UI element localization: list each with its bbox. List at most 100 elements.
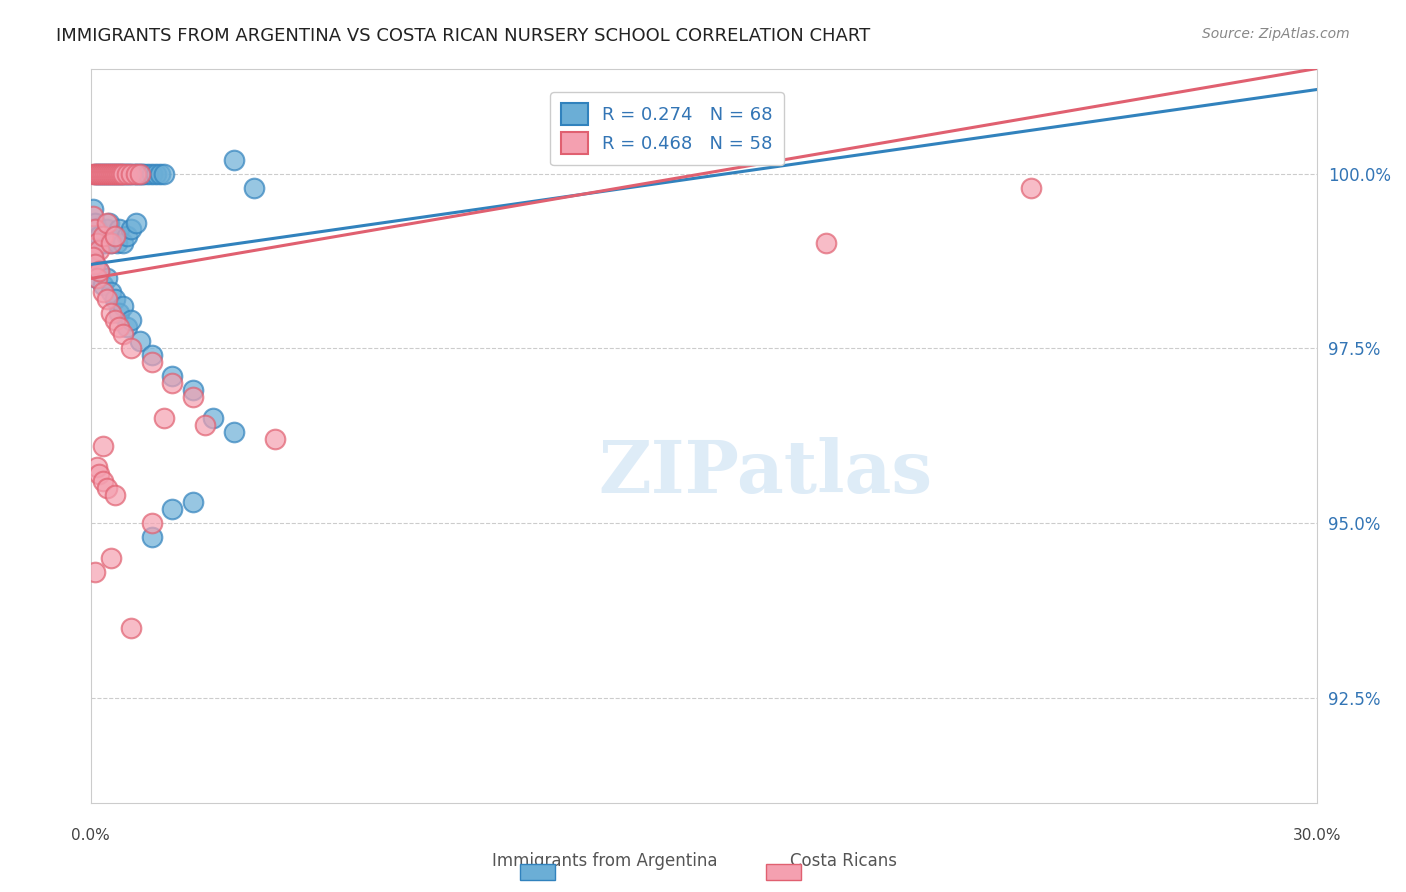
Point: [96, 293, 118, 307]
Point: [104, 313, 127, 327]
Point: [128, 167, 150, 181]
Point: [91, 167, 114, 181]
Point: [96, 167, 118, 181]
Point: [98, 215, 121, 229]
Point: [128, 334, 150, 349]
Point: [117, 167, 139, 181]
Text: 30.0%: 30.0%: [1292, 828, 1341, 843]
Point: [94, 167, 117, 181]
Point: [117, 320, 139, 334]
Point: [149, 167, 172, 181]
Text: Immigrants from Argentina: Immigrants from Argentina: [492, 852, 717, 870]
Point: [162, 369, 184, 384]
Point: [141, 355, 163, 369]
Point: [145, 167, 167, 181]
Point: [82, 167, 104, 181]
Point: [83, 167, 105, 181]
Point: [121, 622, 143, 636]
Point: [124, 167, 146, 181]
Point: [82, 209, 104, 223]
Point: [105, 236, 128, 251]
Point: [153, 411, 176, 425]
Point: [104, 229, 127, 244]
Point: [101, 167, 124, 181]
Point: [112, 300, 135, 314]
Point: [83, 167, 105, 181]
Text: 0.0%: 0.0%: [72, 828, 110, 843]
Point: [121, 342, 143, 356]
Point: [128, 167, 150, 181]
Legend: R = 0.274   N = 68, R = 0.468   N = 58: R = 0.274 N = 68, R = 0.468 N = 58: [550, 92, 783, 165]
Point: [91, 278, 114, 293]
Point: [96, 271, 118, 285]
Point: [121, 167, 143, 181]
Point: [127, 167, 149, 181]
Point: [121, 167, 143, 181]
Point: [117, 167, 139, 181]
Point: [110, 167, 132, 181]
Point: [87, 264, 110, 278]
Point: [162, 376, 184, 391]
Point: [83, 566, 105, 580]
Point: [141, 349, 163, 363]
Point: [90, 167, 112, 181]
Point: [86, 222, 108, 236]
Point: [86, 167, 108, 181]
Point: [136, 167, 159, 181]
Point: [86, 271, 108, 285]
Point: [131, 167, 153, 181]
Point: [112, 327, 135, 342]
Point: [132, 167, 155, 181]
Point: [100, 551, 122, 566]
Point: [86, 460, 108, 475]
Point: [181, 495, 204, 509]
Point: [100, 306, 122, 320]
Point: [91, 285, 114, 300]
Point: [82, 202, 104, 216]
Point: [202, 411, 225, 425]
Point: [222, 425, 245, 440]
Point: [96, 222, 118, 236]
Point: [96, 215, 118, 229]
Text: Costa Ricans: Costa Ricans: [790, 852, 897, 870]
Point: [110, 167, 132, 181]
Point: [141, 167, 163, 181]
Point: [83, 215, 105, 229]
Point: [815, 236, 838, 251]
Point: [118, 167, 141, 181]
Point: [82, 251, 104, 265]
Point: [91, 440, 114, 454]
Point: [194, 418, 217, 433]
Point: [181, 391, 204, 405]
Point: [112, 236, 135, 251]
Point: [162, 502, 184, 516]
Point: [83, 258, 105, 272]
Point: [108, 306, 131, 320]
Point: [91, 229, 114, 244]
Point: [1019, 180, 1042, 194]
Point: [86, 271, 108, 285]
Point: [243, 180, 266, 194]
Point: [91, 475, 114, 489]
Text: IMMIGRANTS FROM ARGENTINA VS COSTA RICAN NURSERY SCHOOL CORRELATION CHART: IMMIGRANTS FROM ARGENTINA VS COSTA RICAN…: [56, 27, 870, 45]
Text: Source: ZipAtlas.com: Source: ZipAtlas.com: [1202, 27, 1350, 41]
Point: [104, 167, 127, 181]
Point: [117, 229, 139, 244]
Point: [98, 167, 121, 181]
Point: [104, 488, 127, 502]
Point: [94, 236, 117, 251]
Point: [90, 167, 112, 181]
Point: [104, 293, 127, 307]
Point: [108, 167, 131, 181]
Point: [108, 167, 131, 181]
Point: [153, 167, 176, 181]
Point: [100, 236, 122, 251]
Point: [91, 236, 114, 251]
Point: [121, 222, 143, 236]
Point: [263, 433, 285, 447]
Point: [181, 384, 204, 398]
Point: [101, 167, 124, 181]
Point: [87, 264, 110, 278]
Point: [100, 167, 122, 181]
Point: [98, 167, 121, 181]
